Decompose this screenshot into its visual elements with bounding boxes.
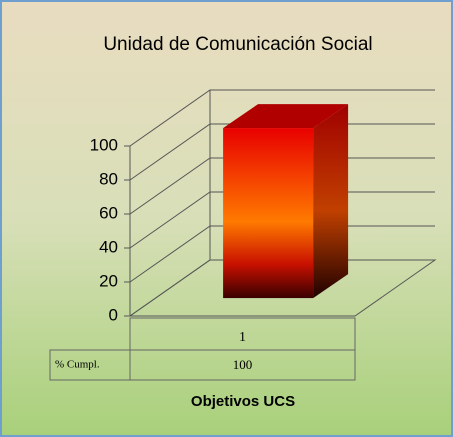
y-tick-label: 80	[99, 169, 118, 188]
legend-label: % Cumpl.	[55, 359, 100, 371]
bar	[223, 128, 314, 299]
grid-line	[129, 191, 435, 249]
y-tick-label: 60	[99, 203, 118, 222]
grid-line	[129, 225, 435, 283]
x-tick-label: 1	[239, 330, 246, 345]
x-axis-label: Objetivos UCS	[191, 393, 295, 410]
bar-side	[313, 104, 349, 299]
grid-line	[129, 157, 435, 215]
data-table-value: 100	[233, 357, 253, 372]
y-tick-label: 0	[109, 305, 118, 324]
bar-top	[223, 104, 349, 129]
y-tick-label: 20	[99, 271, 118, 290]
y-tick-label: 100	[90, 135, 118, 154]
grid-line	[129, 89, 435, 147]
table-value-cell	[129, 349, 356, 381]
y-tick-label: 40	[99, 237, 118, 256]
grid-line	[129, 123, 435, 181]
grid-line	[129, 259, 435, 317]
chart-title: Unidad de Comunicación Social	[103, 34, 372, 55]
